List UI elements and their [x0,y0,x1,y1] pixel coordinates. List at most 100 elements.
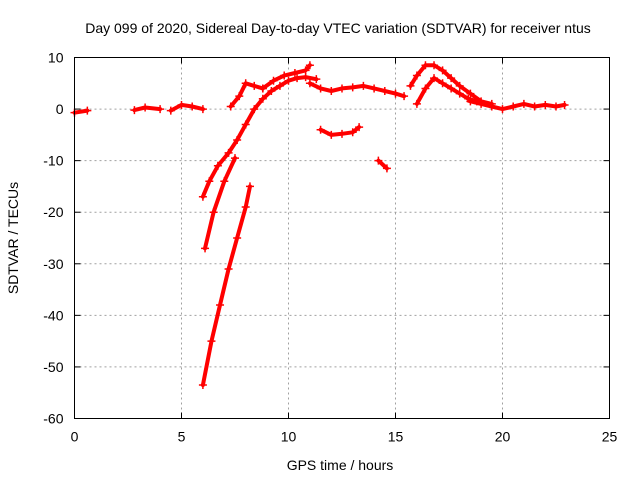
x-tick-label: 15 [388,429,404,445]
data-point [224,264,233,273]
data-point [382,164,391,173]
data-point [269,76,278,85]
data-point [130,106,139,115]
data-point [519,99,528,108]
data-point [305,61,314,70]
y-tick-label: -30 [43,256,63,272]
data-point [455,89,464,98]
data-point [430,61,439,70]
data-point [250,81,259,90]
data-point [560,100,569,109]
data-point [359,81,368,90]
x-tick-label: 25 [602,429,618,445]
y-tick-label: 0 [56,101,64,117]
data-point [438,79,447,88]
series-arc-14 [466,97,569,114]
y-tick-label: -20 [43,204,63,220]
series-arc-9 [305,79,409,101]
data-point [327,130,336,139]
series-line [203,156,237,251]
data-point [406,81,415,90]
series-line [168,102,205,113]
data-point [290,68,299,77]
data-point [213,161,222,170]
data-point [207,337,216,346]
data-point [348,128,357,137]
grid [74,57,610,419]
data-point [245,182,254,191]
data-point [241,120,250,129]
x-tick-label: 10 [281,429,297,445]
data-point [201,244,210,253]
data-point [250,105,259,114]
x-axis-label: GPS time / hours [287,457,394,473]
data-point [275,81,284,90]
y-tick-label: -40 [43,307,63,323]
data-point [83,106,92,115]
y-axis-label: SDTVAR / TECUs [5,182,21,294]
data-point [552,102,560,111]
series-arc-7 [226,79,267,111]
data-point [301,73,310,82]
data-point [205,177,214,186]
data-point [370,84,379,93]
data-point [233,136,242,145]
data-point [466,89,475,98]
data-point [198,192,207,201]
data-point [355,123,364,132]
data-point [284,76,293,85]
series-arc-4 [198,73,321,201]
data-point [177,100,186,109]
data-point [477,99,486,108]
data-point [541,100,550,109]
series-line [307,81,407,99]
data-point [209,208,218,217]
series-arc-10 [316,123,364,139]
data-point [224,148,233,157]
series-line [408,63,494,106]
series-line [200,75,319,199]
y-tick-label: 10 [48,50,64,66]
data-point [455,81,464,90]
data-point [421,84,430,93]
series-arc-5 [201,154,239,253]
data-point [530,102,539,111]
series-arc-8 [258,61,314,93]
data-point [412,71,421,80]
series-line [468,99,567,112]
data-point [348,83,357,92]
data-point [198,380,207,389]
x-tick-label: 20 [495,429,511,445]
y-tick-label: -50 [43,359,63,375]
data-point [338,129,346,138]
data-point [235,92,244,101]
data-point [220,177,229,186]
data-point [301,66,310,75]
data-point [338,84,346,93]
plot-frame [74,57,610,419]
data-point [447,84,456,93]
data-point [198,105,207,114]
data-point [487,102,496,111]
series-arc-11 [374,156,391,173]
series-arc-2 [130,103,165,115]
data-point [241,203,250,212]
data-point [241,79,250,88]
data-point [374,156,383,165]
data-point [141,103,150,112]
x-tick-label: 0 [71,429,79,445]
data-point [380,87,389,96]
data-point [400,92,409,101]
y-tick-label: -60 [43,411,63,427]
data-point [267,87,276,96]
series-line [414,76,479,106]
data-point [412,99,421,108]
data-point [280,71,289,80]
data-point [258,94,267,103]
data-point [305,79,314,88]
data-point [293,74,302,83]
series-arc-1 [70,106,92,117]
series-arc-3 [166,100,207,115]
y-tick-label: -10 [43,153,63,169]
